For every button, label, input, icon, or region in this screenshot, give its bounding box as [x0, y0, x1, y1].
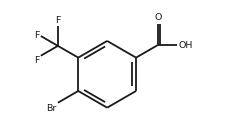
Text: F: F [55, 16, 61, 25]
Text: Br: Br [46, 104, 57, 113]
Text: O: O [154, 13, 161, 22]
Text: F: F [34, 31, 39, 40]
Text: F: F [34, 56, 39, 66]
Text: OH: OH [178, 41, 193, 50]
